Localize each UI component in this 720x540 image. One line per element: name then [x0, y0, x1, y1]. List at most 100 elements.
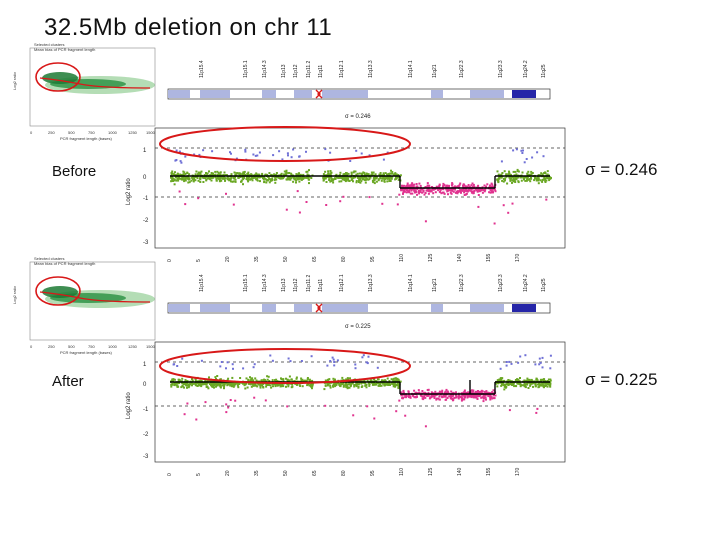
scatter-point — [536, 383, 539, 386]
scatter-point — [286, 152, 289, 155]
scatter-point — [177, 385, 180, 388]
scatter-point — [196, 381, 199, 384]
scatter-point — [250, 382, 253, 385]
scatter-point — [479, 394, 482, 397]
scatter-point — [291, 175, 294, 178]
scatter-point — [203, 176, 205, 179]
scatter-point — [476, 398, 479, 400]
scatter-point — [499, 377, 502, 380]
scatter-point — [323, 388, 326, 391]
scatter-point — [450, 184, 453, 187]
scatter-point — [531, 156, 534, 159]
scatter-point — [396, 377, 399, 380]
scatter-point — [379, 384, 382, 387]
scatter-point — [542, 178, 545, 181]
scatter-point — [215, 385, 217, 388]
scatter-point — [383, 380, 386, 383]
scatter-point — [356, 382, 359, 385]
scatter-point — [289, 176, 292, 179]
xtick: 5 — [196, 473, 202, 476]
scatter-point — [339, 171, 342, 174]
xtick: 20 — [225, 470, 231, 476]
scatter-point — [526, 172, 529, 175]
scatter-point — [352, 176, 355, 179]
scatter-point — [226, 176, 229, 179]
scatter-point — [262, 385, 265, 388]
scatter-point — [484, 189, 487, 192]
scatter-point — [543, 386, 545, 389]
scatter-point — [351, 177, 354, 180]
scatter-point — [388, 380, 391, 382]
scatter-point — [451, 188, 454, 191]
scatter-point — [402, 191, 405, 194]
scatter-point — [412, 188, 415, 191]
scatter-point — [549, 367, 552, 370]
scatter-point — [181, 377, 184, 380]
scatter-point — [366, 405, 369, 408]
scatter-point — [486, 183, 489, 186]
scatter-point — [534, 385, 537, 388]
scatter-point — [300, 360, 303, 362]
scatter-point — [465, 188, 467, 191]
scatter-point — [549, 379, 552, 382]
scatter-point — [404, 414, 407, 417]
scatter-point — [546, 380, 549, 382]
scatter-point — [303, 379, 306, 382]
scatter-point — [547, 378, 550, 381]
scatter-point — [400, 391, 403, 394]
scatter-point — [230, 152, 232, 155]
scatter-point — [516, 382, 519, 385]
scatter-point — [202, 181, 205, 183]
scatter-point — [353, 383, 356, 386]
scatter-point — [472, 390, 475, 393]
scatter-point — [400, 187, 402, 190]
scatter-point — [368, 384, 371, 387]
scatter-point — [216, 170, 219, 173]
scatter-point — [251, 179, 254, 182]
scatter-point — [227, 178, 230, 181]
scatter-point — [189, 383, 192, 386]
scatter-point — [357, 385, 360, 388]
scatter-point — [354, 170, 357, 173]
scatter-point — [268, 177, 271, 180]
scatter-point — [513, 385, 516, 388]
scatter-point — [510, 380, 513, 383]
scatter-point — [300, 178, 303, 181]
scatter-point — [259, 386, 262, 389]
scatter-point — [329, 170, 332, 172]
scatter-point — [530, 176, 532, 179]
scatter-point — [427, 388, 430, 391]
scatter-point — [449, 191, 452, 194]
scatter-point — [538, 384, 541, 387]
scatter-point — [262, 176, 265, 179]
scatter-point — [196, 177, 199, 179]
scatter-point — [247, 176, 250, 179]
scatter-point — [225, 174, 228, 176]
scatter-point — [194, 179, 197, 182]
scatter-point — [457, 395, 460, 397]
after-inset-xtick-0: 0 — [30, 344, 33, 349]
scatter-point — [530, 170, 533, 173]
before-ytick-2: -1 — [143, 196, 149, 202]
scatter-point — [437, 397, 440, 400]
scatter-point — [242, 172, 244, 175]
scatter-point — [344, 180, 347, 183]
scatter-point — [434, 191, 437, 194]
scatter-point — [516, 378, 519, 381]
scatter-point — [230, 173, 233, 176]
scatter-point — [268, 172, 271, 175]
scatter-point — [427, 192, 430, 195]
scatter-point — [438, 190, 441, 193]
band-label: 11q25 — [541, 278, 547, 292]
scatter-point — [352, 414, 355, 417]
scatter-point — [527, 170, 530, 173]
scatter-point — [534, 363, 537, 366]
scatter-point — [415, 396, 418, 398]
scatter-point — [547, 383, 549, 385]
scatter-point — [209, 382, 212, 385]
scatter-point — [347, 377, 349, 380]
scatter-point — [393, 383, 395, 386]
scatter-point — [409, 185, 412, 188]
scatter-point — [421, 191, 424, 194]
xtick: 20 — [225, 256, 231, 262]
